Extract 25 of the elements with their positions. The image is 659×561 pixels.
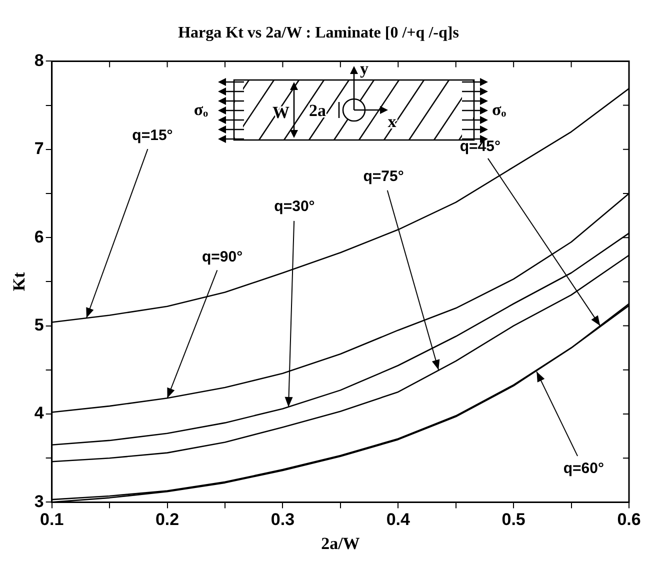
annotation: σₒ bbox=[492, 100, 506, 119]
annotation: q=75° bbox=[363, 168, 404, 186]
y-tick-label: 4 bbox=[34, 404, 44, 423]
y-tick-label: 7 bbox=[34, 139, 44, 158]
x-tick-label: 0.2 bbox=[155, 510, 180, 530]
x-tick-label: 0.6 bbox=[617, 510, 641, 530]
annotation: q=45° bbox=[460, 138, 500, 155]
annotation: q=30° bbox=[274, 198, 315, 216]
annotation: q=60° bbox=[563, 460, 604, 477]
y-tick-label: 6 bbox=[34, 227, 44, 246]
annotation: σₒ bbox=[194, 100, 208, 119]
y-tick-label: 8 bbox=[34, 50, 44, 70]
x-axis-title: 2a/W bbox=[321, 534, 360, 554]
x-tick-label: 0.4 bbox=[386, 510, 410, 530]
x-tick-label: 0.1 bbox=[40, 510, 64, 530]
y-axis-title: Kt bbox=[10, 272, 29, 292]
y-tick-label: 5 bbox=[34, 315, 44, 334]
y-tick-label: 3 bbox=[34, 492, 44, 511]
x-tick-label: 0.5 bbox=[502, 510, 526, 530]
annotation: q=15° bbox=[132, 127, 173, 144]
annotation: y bbox=[360, 59, 369, 78]
annotation: q=90° bbox=[202, 248, 243, 266]
annotation: 2a bbox=[309, 101, 326, 120]
chart-title: Harga Kt vs 2a/W : Laminate [0 /+q /-q]s bbox=[178, 24, 459, 42]
x-tick-label: 0.3 bbox=[270, 510, 295, 530]
